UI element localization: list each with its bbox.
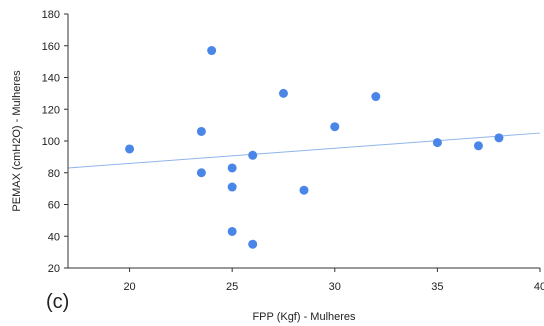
data-point [330,122,340,132]
data-point [196,168,206,178]
data-point [227,226,237,236]
x-tick-label: 40 [534,281,544,293]
data-point [371,92,381,102]
x-tick-label: 25 [226,281,238,293]
x-axis-ticks: 20 25 30 35 40 [123,268,544,293]
y-axis-label: PEMAX (cmH2O) - Mulheres [11,70,23,212]
y-tick-label: 100 [42,136,60,148]
data-point [125,144,135,154]
y-tick-label: 140 [42,73,60,85]
data-point [207,46,217,56]
y-tick-label: 180 [42,9,60,21]
y-tick-label: 160 [42,41,60,53]
data-point [248,150,258,160]
trendline-layer [67,132,541,169]
y-tick-label: 20 [48,263,60,275]
x-tick-label: 35 [431,281,443,293]
data-point [432,138,442,148]
data-point [227,163,237,173]
y-axis-ticks: 20 40 60 80 100 120 140 160 180 [42,9,68,275]
data-point [473,141,483,151]
data-point [494,133,504,143]
data-point [196,126,206,136]
axes [67,14,540,269]
y-tick-label: 40 [48,231,60,243]
y-tick-label: 120 [42,104,60,116]
x-tick-label: 20 [123,281,135,293]
data-point [299,185,309,195]
data-points [125,46,504,249]
panel-label: (c) [46,291,69,313]
data-point [248,239,258,249]
trendline [67,132,541,169]
x-axis-label: FPP (Kgf) - Mulheres [252,311,356,323]
y-tick-label: 80 [48,168,60,180]
y-tick-label: 60 [48,200,60,212]
data-point [227,182,237,192]
data-point [278,88,288,98]
x-tick-label: 30 [329,281,341,293]
